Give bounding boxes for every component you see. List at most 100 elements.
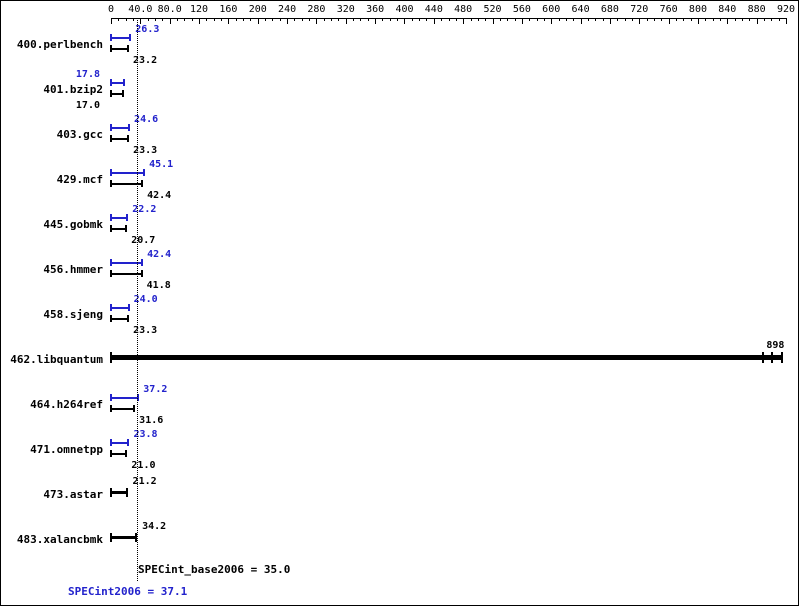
axis-minor-tick (250, 18, 252, 21)
bar-base-endcap (127, 135, 130, 142)
axis-major-tick (609, 18, 611, 24)
bar-base (111, 47, 129, 50)
bar-single-startcap (110, 533, 112, 542)
axis-minor-tick (265, 18, 267, 21)
axis-minor-tick (177, 18, 179, 21)
axis-major-tick (756, 18, 758, 24)
bar-single-startcap (110, 352, 112, 363)
axis-minor-tick (367, 18, 369, 21)
axis-major-tick (492, 18, 494, 24)
bar-peak (111, 396, 139, 399)
peak-value-label: 17.8 (75, 68, 100, 80)
bar-base-endcap (125, 450, 128, 457)
bar-base-endcap (122, 90, 125, 97)
benchmark-label: 456.hmmer (43, 262, 103, 276)
bar-base-startcap (110, 270, 112, 277)
base-value-label: 31.6 (139, 414, 164, 426)
bar-base-startcap (110, 315, 112, 322)
axis-tick-label: 80.0 (157, 4, 182, 15)
bar-base (111, 137, 129, 140)
bar-peak-startcap (110, 79, 112, 86)
peak-summary-text: SPECint2006 = 37.1 (68, 585, 188, 598)
bar-single-endcap (135, 533, 138, 542)
axis-minor-tick (411, 18, 413, 21)
axis-minor-tick (118, 18, 120, 21)
axis-major-tick (551, 18, 553, 24)
bar-peak-startcap (110, 169, 112, 176)
single-value-label: 34.2 (142, 520, 167, 532)
axis-tick-label: 360 (366, 4, 385, 15)
bar-base (111, 182, 143, 185)
axis-minor-tick (426, 18, 428, 21)
axis-minor-tick (771, 18, 773, 21)
axis-major-tick (639, 18, 641, 24)
bar-peak-endcap (123, 79, 126, 86)
axis-tick-label: 520 (483, 4, 502, 15)
axis-minor-tick (309, 18, 311, 21)
axis-minor-tick (382, 18, 384, 21)
benchmark-label: 445.gobmk (43, 217, 103, 231)
axis-minor-tick (573, 18, 575, 21)
base-value-label: 17.0 (75, 99, 100, 111)
bar-single-cap (781, 352, 784, 363)
axis-minor-tick (301, 18, 303, 21)
axis-tick-label: 720 (630, 4, 649, 15)
axis-minor-tick (338, 18, 340, 21)
axis-tick-label: 760 (659, 4, 678, 15)
axis-major-tick (697, 18, 699, 24)
peak-value-label: 23.8 (133, 428, 158, 440)
bar-base (111, 452, 127, 455)
base-value-label: 23.3 (133, 324, 158, 336)
peak-value-label: 45.1 (149, 158, 174, 170)
single-value-label: 21.2 (132, 475, 157, 487)
axis-minor-tick (331, 18, 333, 21)
axis-major-tick (345, 18, 347, 24)
axis-minor-tick (455, 18, 457, 21)
bar-base (111, 92, 124, 95)
bar-base-startcap (110, 45, 112, 52)
axis-minor-tick (507, 18, 509, 21)
bar-peak-endcap (127, 439, 130, 446)
bar-peak-endcap (143, 169, 146, 176)
bar-peak (111, 306, 129, 309)
axis-tick-label: 680 (600, 4, 619, 15)
axis-minor-tick (712, 18, 714, 21)
axis-minor-tick (529, 18, 531, 21)
benchmark-label: 400.perlbench (16, 37, 103, 51)
axis-minor-tick (690, 18, 692, 21)
benchmark-label: 464.h264ref (30, 397, 103, 411)
axis-minor-tick (323, 18, 325, 21)
axis-minor-tick (778, 18, 780, 21)
benchmark-label: 429.mcf (56, 172, 103, 186)
axis-major-tick (521, 18, 523, 24)
axis-minor-tick (213, 18, 215, 21)
axis-major-tick (727, 18, 729, 24)
axis-tick-label: 920 (776, 4, 796, 15)
axis-tick-label: 160 (219, 4, 238, 15)
base-value-label: 23.3 (133, 144, 158, 156)
bar-peak (111, 441, 129, 444)
axis-major-tick (199, 18, 201, 24)
peak-value-label: 37.2 (143, 383, 168, 395)
axis-major-tick (169, 18, 171, 24)
bar-base (111, 227, 127, 230)
axis-major-tick (580, 18, 582, 24)
benchmark-label: 458.sjeng (43, 307, 103, 321)
axis-minor-tick (683, 18, 685, 21)
axis-minor-tick (353, 18, 355, 21)
axis-minor-tick (653, 18, 655, 21)
bar-base-startcap (110, 90, 112, 97)
bar-base-endcap (140, 270, 143, 277)
benchmark-label: 471.omnetpp (30, 442, 103, 456)
axis-minor-tick (470, 18, 472, 21)
axis-tick-label: 280 (307, 4, 326, 15)
bar-base (111, 272, 142, 275)
axis-tick-label: 440 (424, 4, 443, 15)
bar-base-startcap (110, 135, 112, 142)
axis-minor-tick (565, 18, 567, 21)
axis-minor-tick (448, 18, 450, 21)
benchmark-label: 483.xalancbmk (16, 532, 103, 546)
axis-minor-tick (125, 18, 127, 21)
axis-minor-tick (741, 18, 743, 21)
bar-base-startcap (110, 405, 112, 412)
